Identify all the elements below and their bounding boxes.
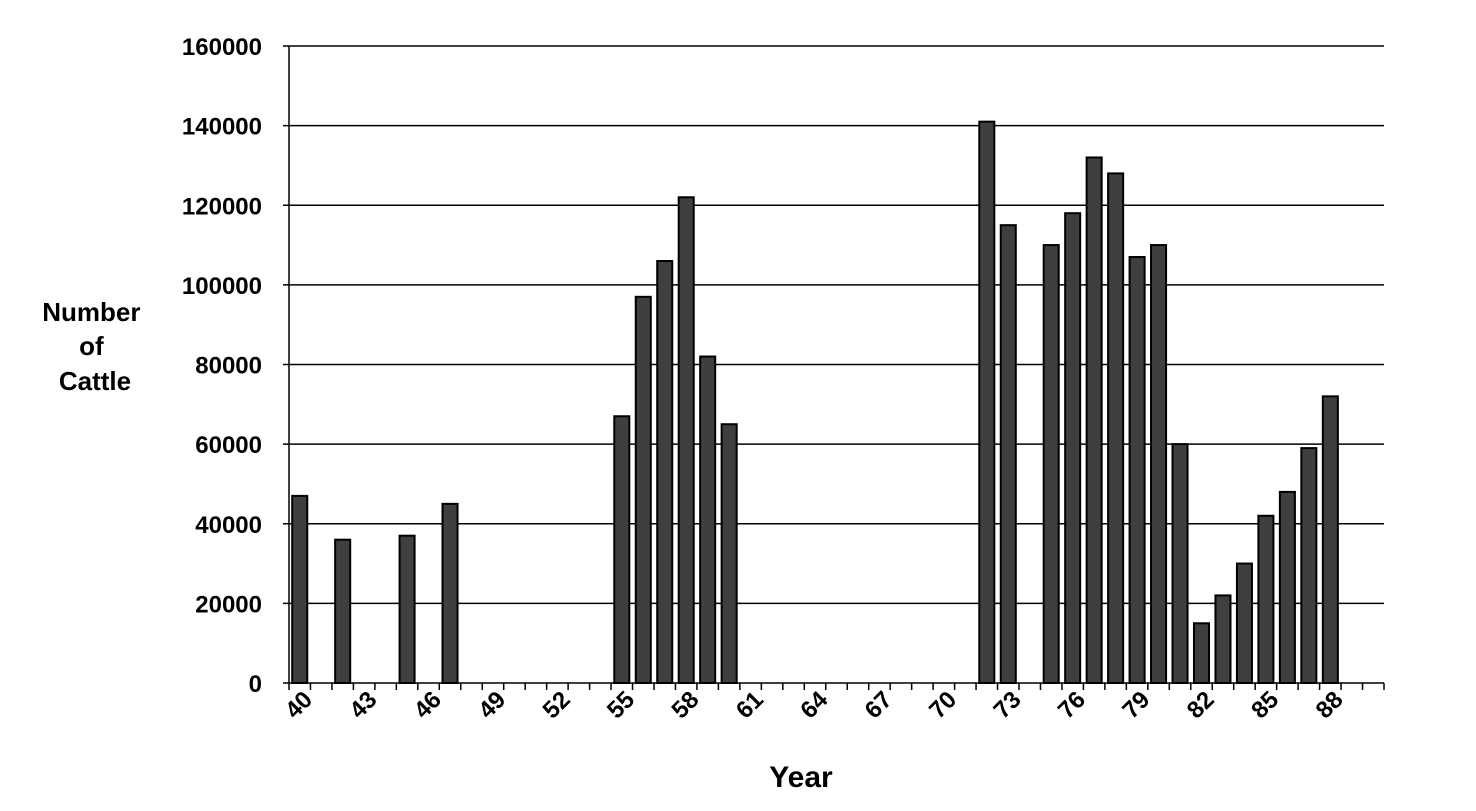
y-tick-label: 80000 [195,353,262,380]
x-tick-label: 43 [344,686,382,724]
bar-85 [1257,514,1275,684]
x-tick-labels: 40 43 46 49 52 55 58 61 64 67 70 73 76 79 82 85 88 [280,686,1349,724]
x-tick-label: 73 [989,686,1027,724]
y-axis-title-line-3: Cattle [59,366,131,396]
bar-81 [1171,443,1189,684]
bar-58 [677,196,695,684]
y-tick-label: 100000 [182,273,262,300]
x-tick-label: 55 [602,686,640,724]
bar-76 [1064,212,1082,684]
gridlines [289,45,1384,605]
x-tick-label: 40 [280,686,318,724]
x-tick-label: 52 [538,686,576,724]
bar-77 [1085,156,1103,685]
y-tick-label: 60000 [195,432,262,459]
x-tick-label: 79 [1117,686,1155,724]
x-tick-label: 67 [860,686,898,724]
bar-55 [613,415,631,684]
bar-83 [1214,594,1232,684]
bar-73 [999,224,1017,684]
bar-87 [1300,447,1318,685]
bar-40 [291,494,309,684]
x-tick-label: 70 [924,686,962,724]
x-tick-label: 49 [473,686,511,724]
bar-59 [699,355,717,684]
bar-45 [398,534,416,684]
bar-47 [441,502,459,684]
x-tick-label: 88 [1311,686,1349,724]
x-tick-label: 85 [1246,686,1284,724]
y-axis-title: Number of Cattle [42,297,147,396]
bar-56 [634,295,652,684]
y-tick-label: 140000 [182,114,262,141]
x-tick-label: 64 [795,686,833,724]
bar-86 [1278,490,1296,684]
bar-42 [334,538,352,684]
x-axis-title: Year [769,761,833,794]
bar-57 [656,259,674,684]
bar-78 [1107,172,1125,684]
bar-60 [720,423,738,684]
y-tick-labels: 0 20000 40000 60000 80000 100000 120000 140000 1… [182,34,262,698]
bar-88 [1321,395,1339,684]
bar-72 [978,120,996,685]
y-tick-label: 160000 [182,34,262,61]
y-axis-title-line-2: of [79,331,104,361]
x-tick-label: 46 [409,686,447,724]
y-tick-label: 20000 [195,591,262,618]
bar-79 [1128,256,1146,684]
x-tick-label: 61 [731,686,769,724]
y-tick-label: 40000 [195,512,262,539]
x-tick-label: 58 [666,686,704,724]
axes [283,45,1385,690]
bar-84 [1235,562,1253,684]
x-tick-label: 82 [1182,686,1220,724]
y-axis-title-line-1: Number [42,297,140,327]
bar-75 [1042,244,1060,684]
x-tick-label: 76 [1053,686,1091,724]
y-tick-label: 0 [249,671,262,698]
bar-80 [1150,244,1168,684]
bar-82 [1192,622,1211,684]
y-tick-label: 120000 [182,193,262,220]
